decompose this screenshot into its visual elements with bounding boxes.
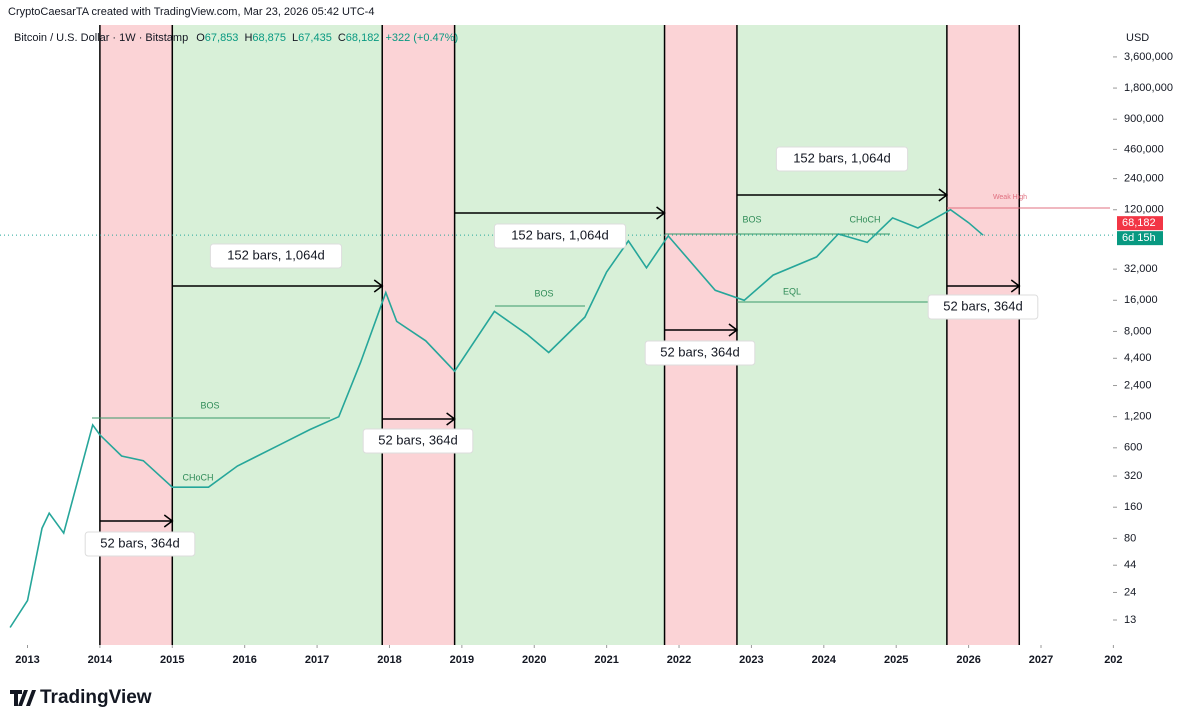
ohlc-value: 67,435 [298, 32, 332, 44]
arrow [664, 323, 739, 337]
y-tick-label: 1,800,000 [1124, 82, 1173, 94]
arrow [454, 206, 666, 220]
y-tick-label: 600 [1124, 442, 1142, 454]
annotation: 152 bars, 1,064d [227, 247, 325, 262]
annotation-box [84, 531, 196, 557]
arrow [946, 279, 1021, 293]
ohlc-label: L [292, 32, 298, 44]
annotation-box [644, 340, 756, 366]
last-price-box [1117, 216, 1163, 231]
zone [664, 25, 737, 645]
y-tick-label: 24 [1124, 586, 1136, 598]
countdown-box [1117, 231, 1163, 246]
x-tick-label: 2021 [594, 654, 618, 666]
y-tick-label: 900,000 [1124, 113, 1164, 125]
annotation-box [362, 428, 474, 454]
annotation-box [775, 146, 909, 172]
y-tick-label: 120,000 [1124, 204, 1164, 216]
x-tick-label: 2016 [232, 654, 256, 666]
last-price-label: 68,182 [1122, 217, 1156, 229]
x-tick-label: 202 [1104, 654, 1122, 666]
currency: USD [1126, 32, 1149, 44]
x-tick-label: 2022 [667, 654, 691, 666]
y-tick-label: 4,400 [1124, 352, 1152, 364]
x-tick-label: 2013 [15, 654, 39, 666]
ohlc-value: 68,182 [346, 32, 380, 44]
y-tick-label: 2,400 [1124, 379, 1152, 391]
annotation-box [927, 294, 1039, 320]
structure-label: EQL [783, 286, 801, 296]
y-tick-label: 160 [1124, 501, 1142, 513]
arrow [99, 514, 174, 528]
x-tick-label: 2014 [88, 654, 113, 666]
x-tick-label: 2023 [739, 654, 763, 666]
ohlc-label: C [338, 32, 346, 44]
annotation: 52 bars, 364d [100, 535, 180, 550]
y-tick-label: 8,000 [1124, 325, 1152, 337]
annotation: 52 bars, 364d [378, 432, 458, 447]
y-tick-label: 80 [1124, 532, 1136, 544]
ohlc-value: 67,853 [205, 32, 239, 44]
annotation-box [493, 223, 627, 249]
arrow [172, 279, 384, 293]
y-tick-label: 16,000 [1124, 294, 1158, 306]
zone [736, 25, 947, 645]
x-tick-label: 2027 [1029, 654, 1053, 666]
y-tick-label: 1,200 [1124, 411, 1152, 423]
y-tick-label: 44 [1124, 559, 1136, 571]
change: +322 (+0.47%) [385, 32, 458, 44]
annotation: 52 bars, 364d [943, 298, 1023, 313]
zone [946, 25, 1020, 645]
annotation: 52 bars, 364d [660, 344, 740, 359]
countdown-label: 6d 15h [1122, 232, 1156, 244]
x-tick-label: 2018 [377, 654, 401, 666]
symbol: Bitcoin / U.S. Dollar · 1W · Bitstamp [14, 32, 188, 44]
x-tick-label: 2026 [956, 654, 980, 666]
ohlc-value: 68,875 [252, 32, 286, 44]
x-tick-label: 2019 [450, 654, 474, 666]
ohlc-label: H [244, 32, 252, 44]
y-tick-label: 240,000 [1124, 173, 1164, 185]
credit: CryptoCaesarTA created with TradingView.… [8, 6, 374, 18]
x-tick-label: 2024 [812, 654, 837, 666]
plot-area: 52 bars, 364d 152 bars, 1,064d 52 bars, 36… [0, 25, 1113, 645]
x-tick-label: 2017 [305, 654, 329, 666]
x-tick-label: 2020 [522, 654, 546, 666]
price-line [9, 208, 984, 628]
zone [172, 25, 383, 645]
y-tick-label: 320 [1124, 470, 1142, 482]
structure-label: Weak High [993, 194, 1027, 201]
annotation: 152 bars, 1,064d [511, 227, 609, 242]
structure-label: CHoCH [849, 214, 880, 224]
y-tick-label: 13 [1124, 614, 1136, 626]
x-tick-label: 2025 [884, 654, 908, 666]
arrow [736, 188, 949, 202]
y-tick-label: 32,000 [1124, 263, 1158, 275]
annotation-box [209, 243, 343, 269]
logo-text: TradingView [40, 687, 152, 708]
structure-label: BOS [534, 288, 553, 298]
y-tick-label: 460,000 [1124, 143, 1164, 155]
logo: TradingView [10, 687, 152, 708]
structure-label: BOS [200, 400, 219, 410]
y-tick-label: 3,600,000 [1124, 51, 1173, 63]
zone [454, 25, 665, 645]
arrow [382, 412, 456, 426]
structure-label: BOS [742, 214, 761, 224]
price-axis-bg [1113, 25, 1200, 645]
x-tick-label: 2015 [160, 654, 184, 666]
annotation: 152 bars, 1,064d [793, 150, 891, 165]
structure-label: CHoCH [182, 472, 213, 482]
ohlc-label: O [196, 32, 205, 44]
